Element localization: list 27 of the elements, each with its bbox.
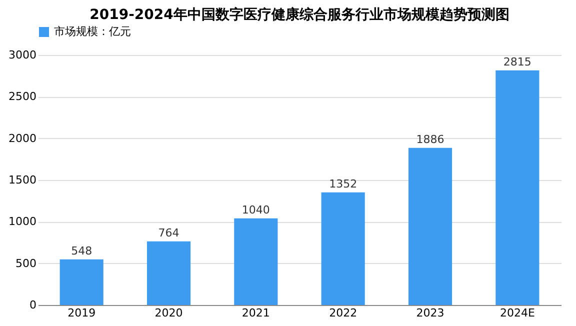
data-label: 1352 xyxy=(329,177,358,190)
bar xyxy=(496,70,540,305)
y-tick-label: 0 xyxy=(30,298,36,312)
x-tick-label: 2021 xyxy=(242,306,270,320)
y-tick-label: 1000 xyxy=(8,215,36,228)
x-tick-label: 2020 xyxy=(154,306,183,320)
data-label: 764 xyxy=(158,226,180,240)
y-tick-label: 1500 xyxy=(8,174,36,186)
legend-label: 市场规模：亿元 xyxy=(54,25,131,38)
data-label: 2815 xyxy=(503,55,532,68)
data-label: 548 xyxy=(71,244,92,258)
data-label: 1040 xyxy=(242,203,270,216)
data-label: 1886 xyxy=(416,132,444,146)
x-tick-label: 2023 xyxy=(416,306,444,320)
bar xyxy=(234,218,278,305)
y-tick-label: 2500 xyxy=(8,90,36,104)
y-tick-label: 500 xyxy=(16,256,36,270)
bar xyxy=(146,241,191,305)
x-tick-label: 2022 xyxy=(329,306,358,320)
bar xyxy=(321,192,365,305)
bar xyxy=(408,148,452,305)
x-tick-label: 2024E xyxy=(500,306,535,320)
chart-title: 2019-2024年中国数字医疗健康综合服务行业市场规模趋势预测图 xyxy=(90,6,510,23)
bar xyxy=(60,259,104,305)
y-tick-label: 2000 xyxy=(8,132,36,145)
x-tick-label: 2019 xyxy=(68,306,96,320)
y-tick-label: 3000 xyxy=(8,48,36,62)
